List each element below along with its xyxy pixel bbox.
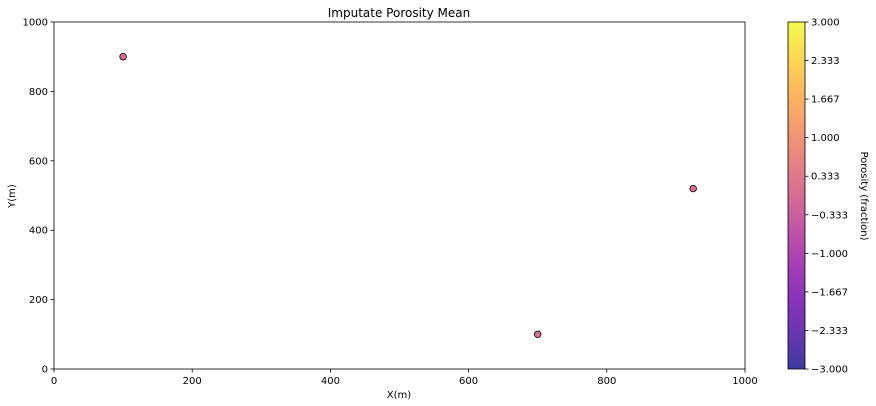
plot-frame	[53, 21, 746, 370]
colorbar-tick-label: −1.667	[811, 287, 848, 298]
plot-area	[54, 22, 745, 369]
colorbar-tick-label: 3.000	[811, 18, 840, 29]
y-tick-label: 600	[29, 156, 48, 167]
y-tick-label: 200	[29, 295, 48, 306]
colorbar-tick-label: 1.667	[811, 95, 840, 106]
x-tick-label: 800	[597, 376, 616, 387]
colorbar-tick-label: −1.000	[811, 249, 848, 260]
colorbar-tick-label: −2.333	[811, 326, 848, 337]
colorbar-tick-label: 2.333	[811, 56, 840, 67]
x-tick-label: 1000	[732, 376, 757, 387]
x-axis-label: X(m)	[387, 390, 411, 401]
y-tick-label: 1000	[23, 18, 48, 29]
colorbar-tick-label: −3.000	[811, 365, 848, 376]
colorbar-tick-label: −0.333	[811, 210, 848, 221]
colorbar-frame	[787, 21, 806, 370]
colorbar-tick-label: 0.333	[811, 172, 840, 183]
data-point	[534, 330, 542, 338]
y-tick-label: 0	[42, 365, 48, 376]
y-tick-label: 400	[29, 226, 48, 237]
x-tick-label: 400	[321, 376, 340, 387]
y-axis-label: Y(m)	[7, 184, 18, 209]
colorbar	[788, 22, 805, 369]
y-tick-label: 800	[29, 87, 48, 98]
colorbar-ticks: 3.000 2.333 1.667 1.000 0.333 −0.333 −1.000 −1.…	[805, 18, 848, 376]
y-axis-ticks: 0 200 400 600 800 1000	[23, 18, 54, 376]
x-axis-ticks: 0 200 400 600 800 1000	[51, 369, 758, 387]
x-tick-label: 0	[51, 376, 57, 387]
data-points	[119, 53, 697, 338]
data-point	[689, 184, 697, 193]
data-point	[119, 53, 127, 61]
colorbar-label: Porosity (fraction)	[858, 151, 869, 240]
colorbar-tick-label: 1.000	[811, 133, 840, 144]
x-tick-label: 200	[183, 376, 202, 387]
x-tick-label: 600	[459, 376, 478, 387]
chart-title: Imputate Porosity Mean	[328, 6, 470, 20]
